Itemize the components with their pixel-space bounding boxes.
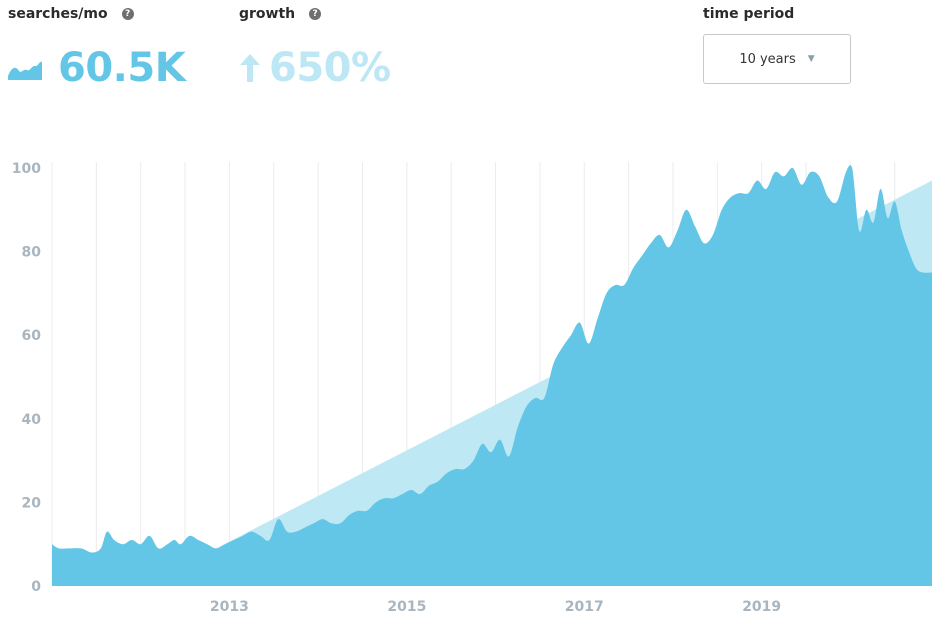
searches-value: 60.5K (58, 45, 186, 91)
searches-value-row: 60.5K (8, 44, 186, 92)
growth-value-row: 650% (239, 44, 391, 92)
chevron-down-icon: ▼ (807, 54, 815, 64)
y-axis-ticks: 0 20 40 60 80 100 (12, 161, 41, 595)
y-tick-label: 0 (31, 579, 41, 595)
growth-label-row: growth ? (239, 4, 322, 24)
y-tick-label: 100 (12, 161, 41, 177)
growth-label: growth (239, 6, 296, 22)
searches-label: searches/mo (8, 6, 108, 22)
chart-areas (52, 165, 932, 587)
y-tick-label: 40 (22, 412, 42, 428)
x-tick-label: 2013 (210, 599, 249, 615)
growth-help-icon[interactable]: ? (309, 8, 322, 20)
growth-metric: growth ? 650% (239, 4, 391, 91)
time-period-control: time period 10 years ▼ (703, 4, 851, 84)
growth-value: 650% (269, 45, 391, 91)
x-tick-label: 2019 (742, 599, 781, 615)
searches-help-icon[interactable]: ? (121, 8, 134, 20)
searches-label-row: searches/mo ? (8, 4, 134, 24)
y-tick-label: 60 (22, 328, 42, 344)
x-tick-label: 2015 (387, 599, 426, 615)
time-period-selected: 10 years (739, 51, 796, 67)
searches-metric: searches/mo ? 60.5K (8, 4, 186, 91)
area-sparkline-icon (8, 61, 42, 80)
x-axis-ticks: 2013 2015 2017 2019 (210, 599, 781, 615)
time-period-dropdown[interactable]: 10 years ▼ (703, 34, 851, 84)
x-tick-label: 2017 (565, 599, 604, 615)
time-period-label: time period (703, 6, 795, 22)
y-tick-label: 20 (22, 495, 42, 511)
y-tick-label: 80 (22, 245, 42, 261)
arrow-up-icon (240, 54, 260, 82)
search-volume-area (52, 165, 932, 586)
